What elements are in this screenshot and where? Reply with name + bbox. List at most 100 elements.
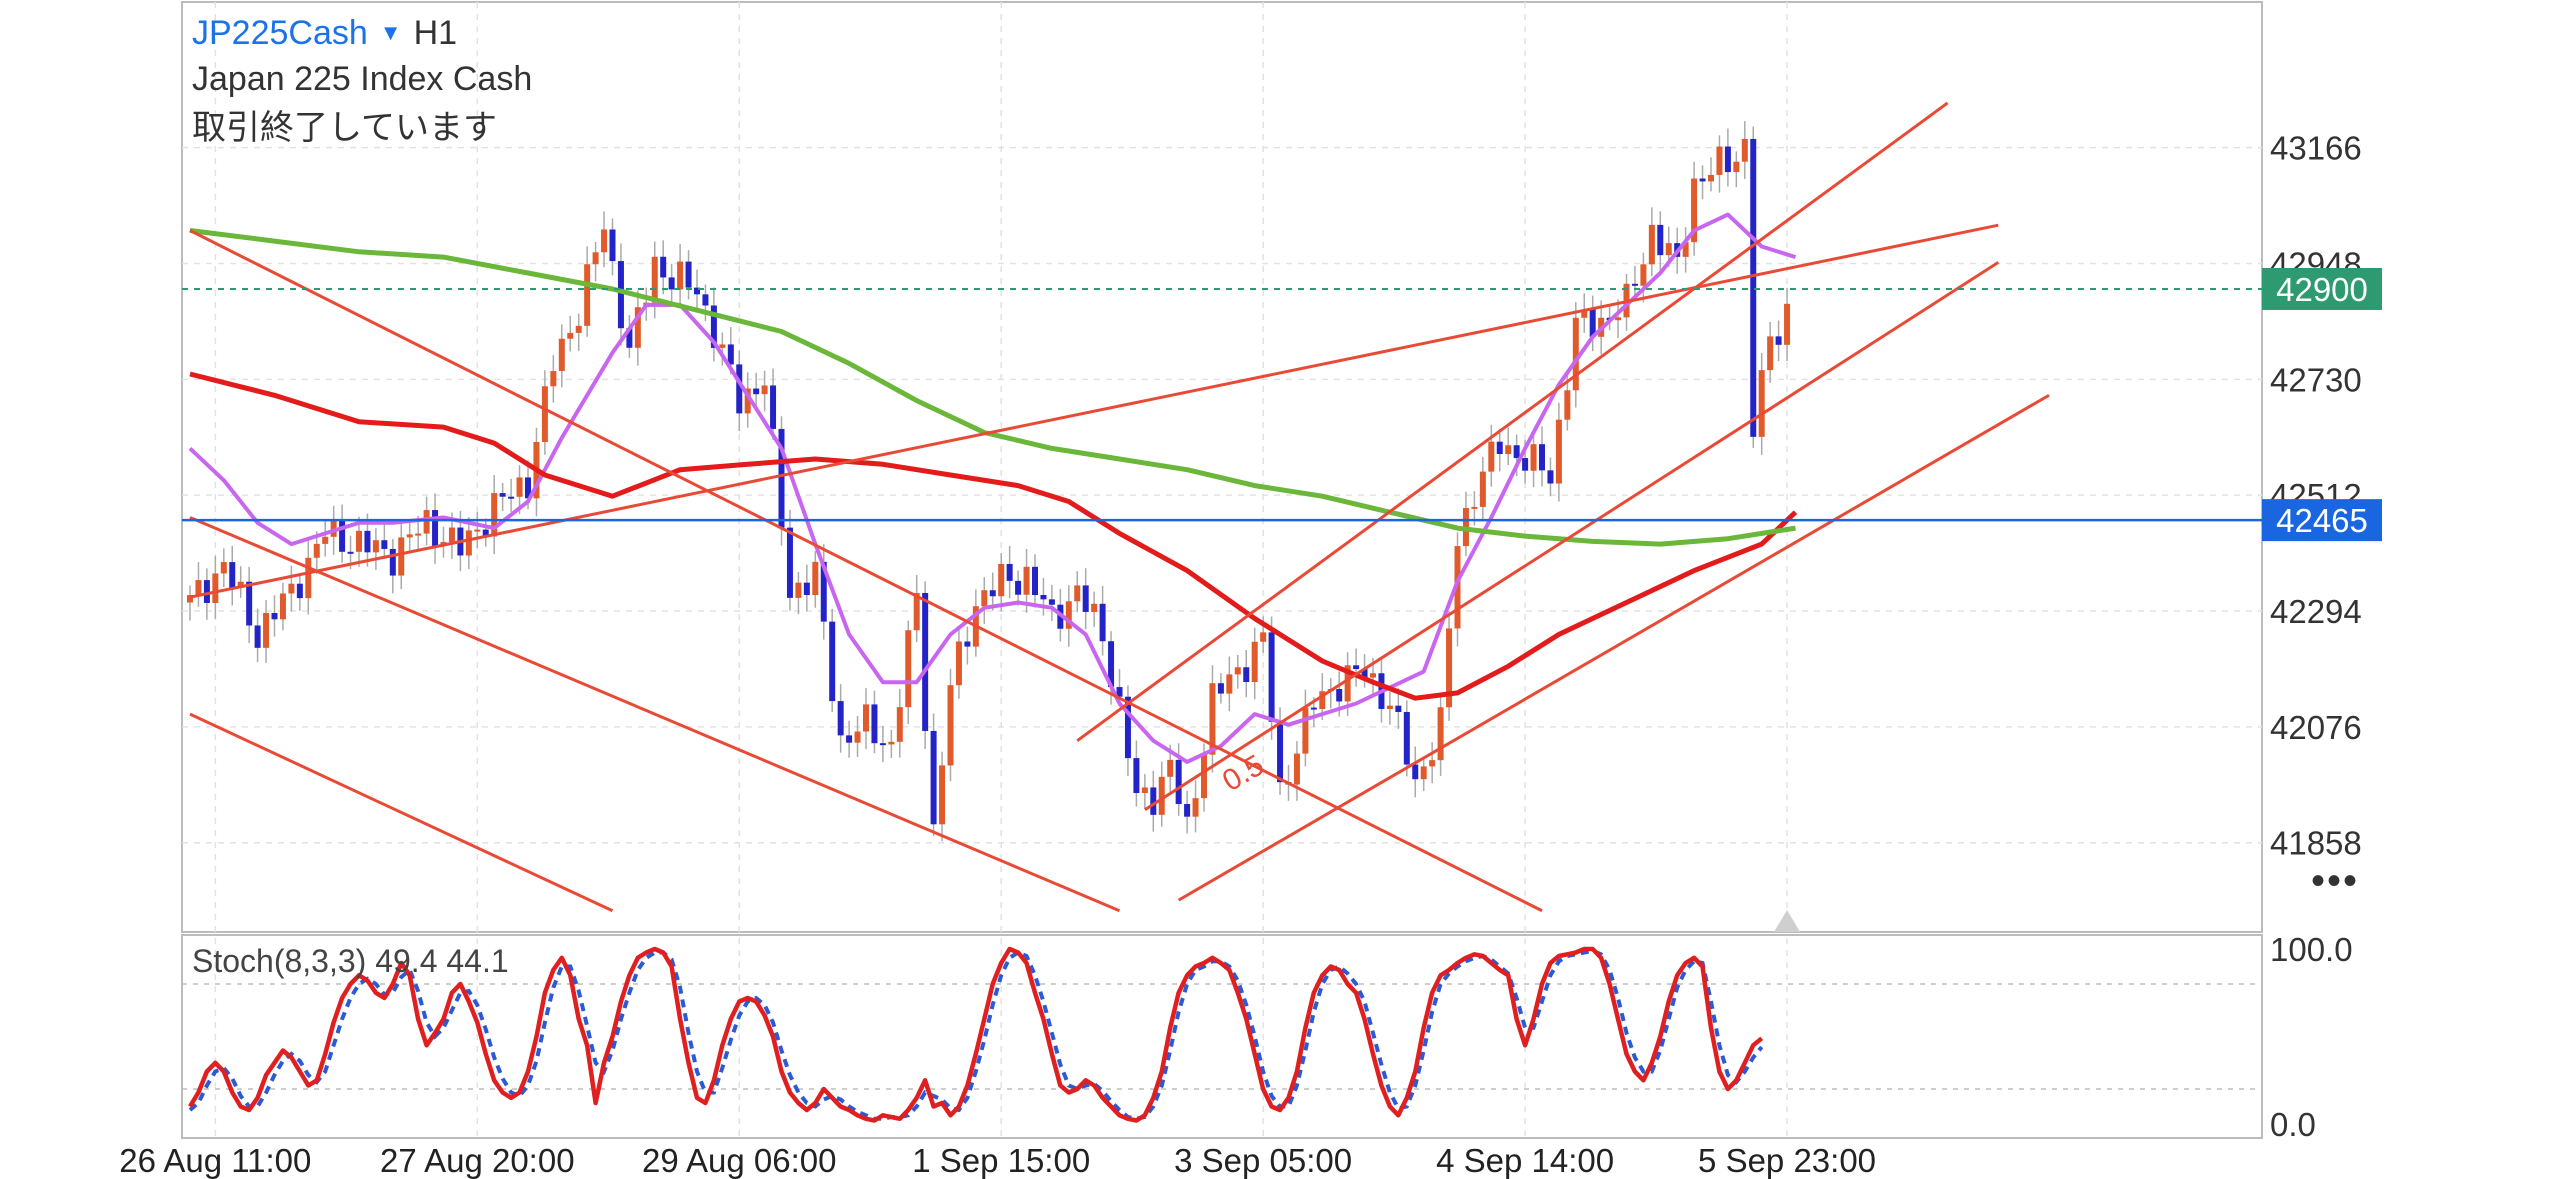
symbol-selector[interactable]: JP225Cash ▼ H1 <box>192 14 457 53</box>
y-tick-label: 42076 <box>2270 709 2362 746</box>
market-status: 取引終了しています <box>192 109 497 147</box>
candle-body <box>981 590 988 607</box>
more-dots-icon[interactable]: ••• <box>2310 859 2359 903</box>
candle <box>1767 322 1774 383</box>
candle <box>846 720 853 758</box>
candle <box>1488 424 1495 487</box>
candle <box>786 509 793 611</box>
candle-body <box>398 537 405 576</box>
candle-body <box>753 388 760 395</box>
candle <box>668 263 675 302</box>
candle <box>1572 302 1579 408</box>
candle-body <box>1395 705 1402 712</box>
candle <box>863 688 869 750</box>
candle <box>271 595 278 637</box>
candle-body <box>1243 667 1250 682</box>
candle-body <box>1277 721 1284 783</box>
candle-body <box>601 229 608 253</box>
candle-body <box>1251 641 1258 682</box>
candle <box>922 581 929 750</box>
trend-line <box>189 516 1121 913</box>
candle-body <box>1716 146 1723 175</box>
candle <box>736 350 743 432</box>
candle-body <box>1209 683 1216 755</box>
candle-body <box>1691 178 1698 243</box>
candle-body <box>1403 711 1410 765</box>
candle-body <box>1741 138 1748 162</box>
candle <box>626 315 633 358</box>
candle <box>1429 742 1436 784</box>
candle-body <box>1141 787 1148 794</box>
candle-body <box>1124 696 1131 759</box>
candle-body <box>1572 317 1579 391</box>
candle-body <box>541 386 548 442</box>
candle <box>1716 135 1723 193</box>
candle-body <box>1361 669 1368 678</box>
candle-body <box>879 743 886 746</box>
candle-body <box>339 520 346 552</box>
candle <box>896 689 903 758</box>
candle-body <box>1724 146 1731 173</box>
candle <box>660 240 667 295</box>
candle <box>229 545 236 606</box>
candle-body <box>1108 641 1115 688</box>
candle <box>879 725 886 763</box>
candle-body <box>364 530 371 553</box>
candle-body <box>1615 317 1622 321</box>
candle-body <box>786 527 793 598</box>
candle <box>220 548 227 588</box>
candle-body <box>1344 665 1351 702</box>
candle <box>1124 685 1131 776</box>
candle-body <box>1268 632 1275 722</box>
candle-body <box>1048 599 1055 605</box>
candle <box>499 482 506 512</box>
candle <box>871 690 878 754</box>
candle-body <box>1564 390 1571 420</box>
candle <box>685 250 692 300</box>
candle-body <box>1167 759 1174 777</box>
candle <box>1505 427 1512 466</box>
candle-body <box>1454 546 1461 629</box>
candle-body <box>271 613 278 620</box>
candle <box>1133 740 1140 807</box>
candle <box>1243 649 1250 698</box>
candle-body <box>1682 242 1689 257</box>
trend-line <box>1177 393 2050 902</box>
candle <box>998 553 1005 612</box>
candle <box>1539 426 1545 487</box>
candle <box>550 355 557 403</box>
candle <box>1640 252 1647 303</box>
candle <box>592 242 599 282</box>
candle-body <box>1310 707 1317 710</box>
candle-body <box>322 536 329 544</box>
caret-down-icon: ▼ <box>379 20 402 45</box>
x-tick-label: 26 Aug 11:00 <box>119 1142 311 1179</box>
candle <box>1589 295 1596 352</box>
candle-body <box>1505 445 1512 455</box>
candle <box>482 518 489 547</box>
candle <box>744 372 751 428</box>
candle <box>187 585 193 621</box>
candle-body <box>1040 595 1047 600</box>
candle <box>1395 688 1402 729</box>
candle <box>1040 577 1047 616</box>
candle-body <box>558 338 565 372</box>
candle-body <box>702 294 709 306</box>
candle-body <box>263 613 270 648</box>
candle-body <box>423 510 430 534</box>
candle-body <box>1302 707 1309 754</box>
horizontal-line-label: 42465 <box>2276 502 2368 539</box>
candle <box>820 544 827 640</box>
candle-body <box>719 344 726 348</box>
candle <box>195 562 202 607</box>
candle <box>1496 428 1503 472</box>
candle-body <box>220 562 227 574</box>
candle-body <box>1471 506 1478 509</box>
candle-body <box>1479 471 1486 507</box>
candle <box>1226 656 1233 712</box>
candle <box>1581 293 1588 333</box>
candle-body <box>1032 566 1038 596</box>
candle <box>254 608 261 663</box>
candle-body <box>744 388 751 414</box>
